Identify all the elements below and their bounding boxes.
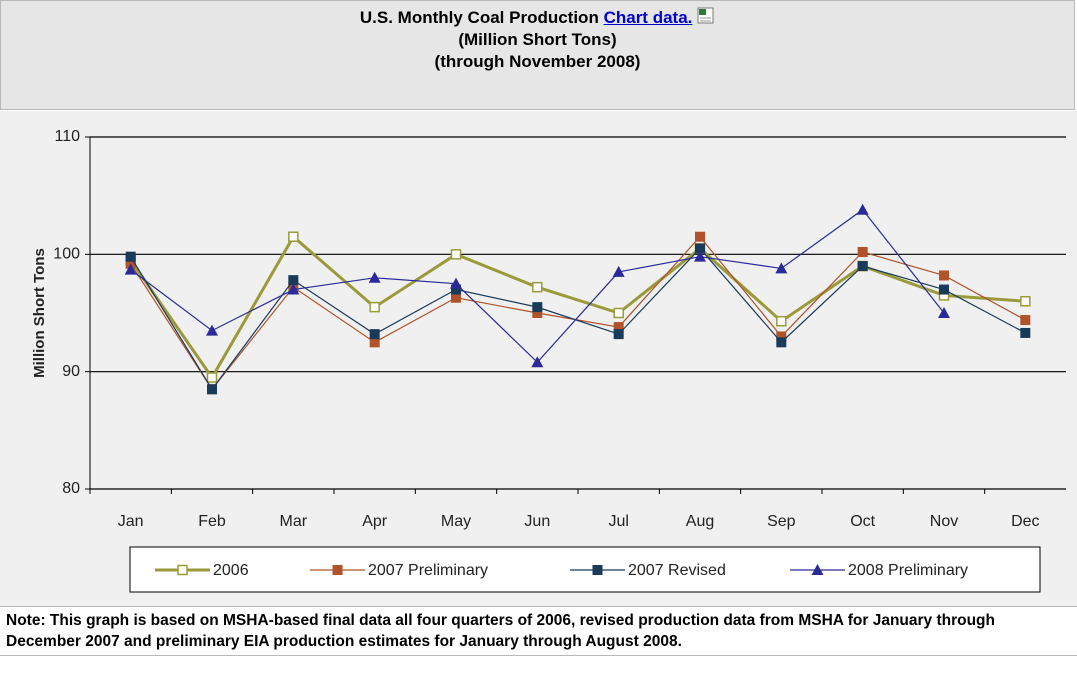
legend-label: 2008 Preliminary — [848, 562, 968, 579]
data-point — [369, 301, 380, 313]
x-tick-label: Dec — [1011, 513, 1039, 530]
data-point — [856, 203, 869, 215]
data-point — [776, 337, 787, 348]
data-point — [939, 284, 949, 295]
data-point — [1020, 296, 1031, 307]
y-tick-label: 90 — [62, 363, 80, 380]
excel-icon — [697, 7, 714, 24]
series-line — [129, 234, 1026, 381]
data-point — [288, 231, 299, 242]
data-point — [775, 262, 788, 274]
data-point — [613, 329, 624, 340]
data-point — [613, 307, 624, 319]
data-point — [450, 249, 462, 260]
legend-marker — [177, 564, 188, 576]
legend-marker — [811, 564, 824, 575]
y-tick-label: 110 — [54, 128, 80, 145]
y-tick-label: 100 — [53, 246, 80, 263]
data-point — [695, 231, 705, 242]
data-point — [368, 271, 381, 283]
data-point — [1020, 327, 1031, 338]
subtitle: (Million Short Tons) — [458, 30, 617, 49]
chart: Million Short Tons 80 90 100 110 Jan Feb Mar Ap… — [0, 111, 1077, 606]
data-point — [939, 270, 949, 281]
data-point — [532, 302, 543, 313]
chart-header: U.S. Monthly Coal Production Chart data.… — [0, 0, 1075, 110]
data-point — [206, 324, 218, 336]
x-tick-label: Oct — [850, 513, 875, 530]
y-axis-label: Million Short Tons — [31, 248, 48, 378]
data-point — [125, 251, 136, 262]
title-line: U.S. Monthly Coal Production Chart data. — [1, 7, 1074, 29]
x-tick-label: Jul — [608, 513, 628, 530]
series-line — [130, 247, 1026, 391]
data-point — [1020, 315, 1031, 326]
x-tick-label: Aug — [686, 513, 714, 530]
x-tick-label: Feb — [198, 513, 226, 530]
data-point — [288, 275, 299, 286]
legend-marker — [332, 565, 343, 575]
x-tick-label: Jun — [524, 513, 550, 530]
y-tick-label: 80 — [62, 480, 80, 497]
x-tick-label: Mar — [280, 513, 308, 530]
data-point — [857, 246, 868, 257]
legend-marker — [592, 565, 603, 575]
data-point — [694, 250, 706, 262]
data-point — [857, 261, 868, 272]
x-tick-label: Apr — [362, 513, 388, 530]
data-point — [206, 372, 218, 383]
data-point — [369, 337, 380, 348]
data-point — [532, 281, 543, 293]
x-tick-label: May — [441, 513, 471, 530]
chart-title: U.S. Monthly Coal Production — [359, 8, 599, 27]
x-tick-label: Sep — [767, 513, 796, 530]
legend-label: 2007 Revised — [628, 562, 726, 579]
chart-data-link[interactable]: Chart data. — [603, 8, 693, 27]
data-point — [451, 292, 461, 303]
data-point — [124, 263, 137, 275]
data-point — [450, 277, 462, 289]
subtitle: (through November 2008) — [434, 52, 641, 71]
data-point — [776, 315, 787, 327]
note: Note: This graph is based on MSHA-based … — [0, 606, 1077, 656]
x-tick-label: Jan — [118, 513, 144, 530]
data-point — [207, 384, 217, 395]
data-point — [369, 329, 380, 340]
data-point — [287, 283, 300, 295]
data-point — [938, 307, 950, 318]
data-point — [531, 356, 544, 368]
legend-label: 2007 Preliminary — [368, 562, 488, 579]
x-tick-label: Nov — [930, 513, 958, 530]
data-point — [612, 265, 625, 277]
legend-label: 2006 — [213, 562, 249, 579]
